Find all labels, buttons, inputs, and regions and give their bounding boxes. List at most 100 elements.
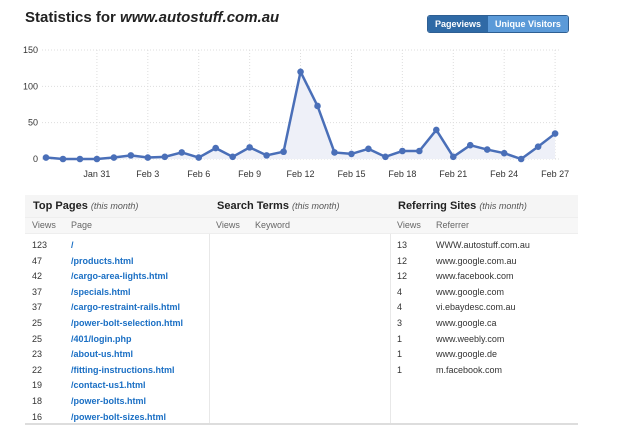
data-point[interactable] (93, 155, 101, 163)
page-link[interactable]: /about-us.html (71, 349, 133, 360)
pageviews-button[interactable]: Pageviews (428, 16, 489, 32)
col-page: Page (71, 220, 93, 230)
table-row: 1 www.weebly.com (390, 332, 578, 348)
data-point[interactable] (59, 155, 67, 163)
referrer-cell: WWW.autostuff.com.au (436, 240, 530, 250)
page-link[interactable]: /cargo-area-lights.html (71, 271, 169, 282)
data-point[interactable] (42, 154, 50, 161)
data-point[interactable] (348, 150, 355, 158)
table-row: 123 / (25, 238, 209, 254)
views-cell: 123 (32, 240, 48, 250)
views-cell: 1 (397, 333, 403, 344)
referrer-cell: www.google.de (436, 349, 498, 360)
data-point[interactable] (365, 145, 372, 153)
data-point[interactable] (399, 147, 406, 155)
data-point[interactable] (449, 153, 457, 161)
page-link[interactable]: /products.html (71, 255, 134, 266)
views-cell: 23 (32, 349, 43, 360)
data-point[interactable] (263, 152, 270, 159)
table-row: 23/about-us.html (25, 347, 209, 363)
page-link[interactable]: /specials.html (71, 286, 131, 297)
referring-sites-section: Referring Sites (this month) Views Referr… (390, 195, 578, 423)
data-point[interactable] (483, 146, 491, 153)
views-cell: 3 (397, 317, 403, 328)
site-name: www.autostuff.com.au (120, 9, 280, 26)
y-tick-label: 0 (33, 154, 38, 164)
data-point[interactable] (76, 155, 84, 163)
data-point[interactable] (314, 102, 321, 110)
data-point[interactable] (517, 155, 525, 163)
col-views: Views (216, 220, 240, 230)
y-tick-label: 50 (28, 118, 38, 128)
col-keyword: Keyword (255, 220, 291, 230)
data-point[interactable] (466, 141, 474, 149)
page-link[interactable]: /401/login.php (71, 333, 132, 344)
col-referrer: Referrer (436, 220, 470, 230)
unique-visitors-button[interactable]: Unique Visitors (488, 16, 568, 32)
data-point[interactable] (433, 126, 440, 134)
data-point[interactable] (144, 154, 152, 161)
table-row: 25/401/login.php (25, 332, 209, 348)
data-point[interactable] (416, 147, 423, 155)
data-point[interactable] (280, 148, 287, 156)
data-point[interactable] (212, 144, 219, 152)
views-cell: 25 (32, 333, 43, 344)
table-row: 37/cargo-restraint-rails.html (25, 300, 209, 316)
x-tick-label: Feb 3 (136, 169, 159, 179)
data-point[interactable] (551, 130, 559, 137)
search-terms-section: Search Terms (this month) Views Keyword (209, 195, 391, 423)
top-pages-section: Top Pages (this month) Views Page 123 / 47/… (25, 195, 210, 423)
data-point[interactable] (500, 149, 508, 157)
referrer-cell: www.google.ca (436, 317, 497, 328)
page-link[interactable]: /contact-us1.html (71, 380, 146, 391)
table-row: 19/contact-us1.html (25, 378, 209, 394)
col-views: Views (32, 220, 56, 230)
page-link[interactable]: /power-bolt-sizes.html (71, 411, 167, 422)
table-row: 47/products.html (25, 254, 209, 270)
table-row: 22/fitting-instructions.html (25, 363, 209, 379)
page-link[interactable]: / (71, 240, 74, 250)
data-point[interactable] (331, 149, 338, 156)
table-row: 3 www.google.ca (390, 316, 578, 332)
page-link[interactable]: /fitting-instructions.html (71, 364, 175, 375)
views-cell: 13 (397, 240, 408, 250)
page-link[interactable]: /power-bolts.html (71, 395, 146, 406)
views-cell: 25 (32, 317, 43, 328)
x-tick-label: Feb 9 (238, 169, 261, 179)
data-point[interactable] (534, 143, 542, 150)
data-point[interactable] (161, 153, 169, 161)
area-fill (46, 71, 556, 159)
table-row: 12 www.google.com.au (390, 254, 578, 270)
views-cell: 1 (397, 364, 403, 375)
x-tick-label: Feb 21 (439, 169, 467, 179)
views-cell: 18 (32, 395, 43, 406)
data-point[interactable] (195, 154, 203, 161)
referring-sites-title: Referring Sites (398, 200, 477, 212)
data-point[interactable] (178, 149, 186, 156)
table-row: 25/power-bolt-selection.html (25, 316, 209, 332)
table-row: 13 WWW.autostuff.com.au (390, 238, 578, 254)
table-row: 37/specials.html (25, 285, 209, 301)
x-tick-label: Feb 27 (541, 169, 569, 179)
data-point[interactable] (382, 153, 389, 161)
views-cell: 12 (397, 271, 408, 282)
referrer-cell: vi.ebaydesc.com.au (436, 302, 516, 313)
x-tick-label: Feb 15 (337, 169, 365, 179)
page-link[interactable]: /cargo-restraint-rails.html (71, 302, 181, 313)
data-point[interactable] (246, 144, 253, 151)
data-point[interactable] (229, 153, 236, 161)
x-tick-label: Jan 31 (83, 169, 110, 179)
table-row: 12 www.facebook.com (390, 269, 578, 285)
top-pages-title: Top Pages (33, 200, 88, 212)
views-cell: 12 (397, 255, 408, 266)
page-link[interactable]: /power-bolt-selection.html (71, 317, 184, 328)
data-point[interactable] (297, 68, 304, 76)
data-point[interactable] (110, 154, 118, 161)
period-label: (this month) (90, 201, 139, 211)
referrer-cell: www.google.com (436, 286, 505, 297)
views-cell: 19 (32, 380, 43, 391)
data-point[interactable] (127, 152, 135, 159)
table-row: 1 m.facebook.com (390, 363, 578, 379)
stats-panel: Top Pages (this month) Views Page 123/47/… (25, 195, 578, 425)
x-tick-label: Feb 6 (187, 169, 210, 179)
